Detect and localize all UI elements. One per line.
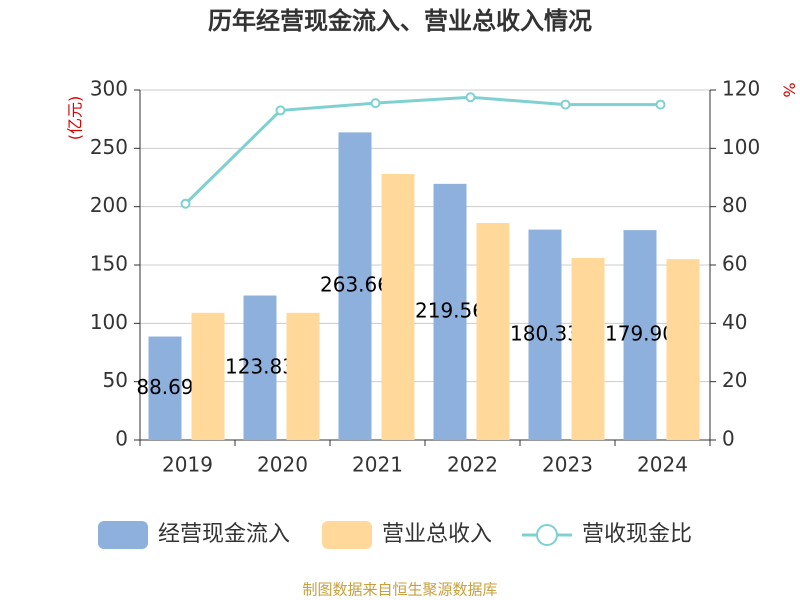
legend-swatch [98,521,148,549]
y2-tick-label: 80 [722,193,747,217]
y2-tick-label: 60 [722,252,747,276]
bar [623,230,657,440]
source-note: 制图数据来自恒生聚源数据库 [302,581,497,599]
data-label: 219.56 [415,298,485,322]
bar [338,132,372,440]
y2-tick-label: 20 [722,368,747,392]
y2-tick-label: 0 [722,427,735,451]
y2-tick-label: 100 [722,135,760,159]
y2-tick-label: 40 [722,310,747,334]
x-tick-label: 2019 [162,453,213,477]
bar [381,174,415,440]
data-label: 88.69 [136,375,193,399]
bar [433,183,467,440]
y-tick-label: 150 [90,252,128,276]
line-point [655,99,666,110]
bar [528,229,562,440]
legend-marker [536,524,558,546]
y-tick-label: 250 [90,135,128,159]
line-point [465,92,476,103]
line-point [370,98,381,109]
legend-label: 营收现金比 [582,522,692,547]
y-tick-label: 0 [115,427,128,451]
y-axis-label: (亿元) [66,96,85,141]
y-tick-label: 300 [90,77,128,101]
line-point [560,99,571,110]
x-tick-label: 2020 [257,453,308,477]
bar [286,312,320,440]
y-tick-label: 50 [103,368,128,392]
bar [666,259,700,440]
line-point [275,105,286,116]
data-label: 263.66 [320,273,390,297]
data-label: 179.90 [605,322,675,346]
x-tick-label: 2022 [447,453,498,477]
y2-tick-label: 120 [722,77,760,101]
x-tick-label: 2024 [637,453,688,477]
x-tick-label: 2021 [352,453,403,477]
bar [148,336,182,440]
data-label: 180.33 [510,321,580,345]
bar [243,295,277,440]
line-series [184,95,661,205]
bar [191,312,225,440]
y-tick-label: 200 [90,193,128,217]
bar [571,258,605,440]
bar [476,223,510,440]
x-tick-label: 2023 [542,453,593,477]
data-label: 123.83 [225,354,295,378]
y2-axis-label: % [780,82,799,97]
chart-title: 历年经营现金流入、营业总收入情况 [208,7,592,35]
y-tick-label: 100 [90,310,128,334]
line-point [180,198,191,209]
legend-swatch [322,521,372,549]
legend-label: 经营现金流入 [158,522,290,547]
legend-label: 营业总收入 [382,522,492,547]
